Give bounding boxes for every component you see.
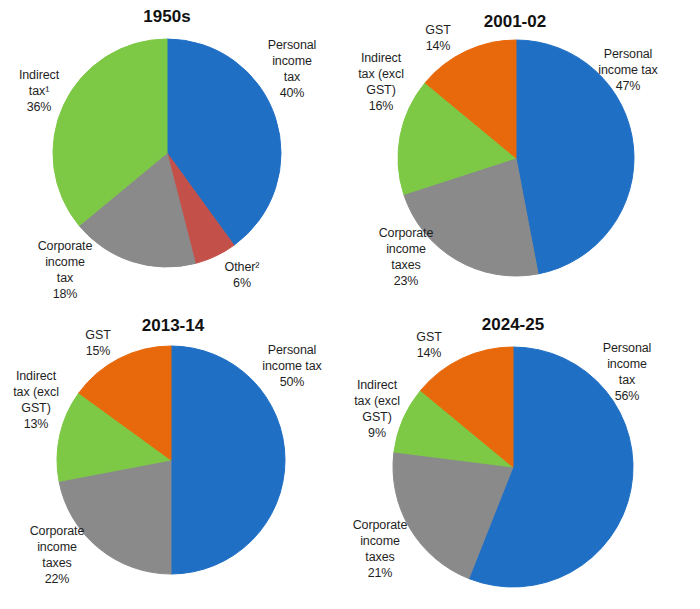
label-indirect-tax-excl-gst: Indirect tax (excl GST) 16% (358, 50, 404, 114)
label-personal-income-tax: Personal income tax 40% (268, 37, 317, 101)
label-personal-income-tax: Personal income tax 47% (598, 46, 657, 94)
label-gst: GST 14% (416, 329, 441, 361)
label-indirect-tax-excl-gst: Indirect tax (excl GST) 9% (354, 377, 400, 441)
label-corporate-income-taxes: Corporate income taxes 21% (353, 517, 408, 581)
tax-composition-pie-charts: 1950sPersonal income tax 40%Other² 6%Cor… (0, 0, 700, 609)
chart-cell-2001-02: 2001-02Personal income tax 47%Corporate … (350, 0, 700, 305)
label-corporate-income-tax: Corporate income tax 18% (38, 238, 93, 302)
label-indirect-tax-excl-gst: Indirect tax (excl GST) 13% (13, 368, 59, 432)
label-indirect-tax: Indirect tax¹ 36% (19, 67, 59, 115)
label-corporate-income-taxes: Corporate income taxes 22% (30, 523, 85, 587)
label-gst: GST 14% (425, 22, 450, 54)
label-gst: GST 15% (85, 327, 110, 359)
chart-cell-2013-14: 2013-14Personal income tax 50%Corporate … (0, 305, 350, 609)
chart-cell-1950s: 1950sPersonal income tax 40%Other² 6%Cor… (0, 0, 350, 305)
label-personal-income-tax: Personal income tax 50% (262, 342, 321, 390)
chart-cell-2024-25: 2024-25Personal income tax 56%Corporate … (350, 305, 700, 609)
label-corporate-income-taxes: Corporate income taxes 23% (379, 225, 434, 289)
label-personal-income-tax: Personal income tax 56% (603, 340, 652, 404)
label-other: Other² 6% (225, 259, 260, 291)
